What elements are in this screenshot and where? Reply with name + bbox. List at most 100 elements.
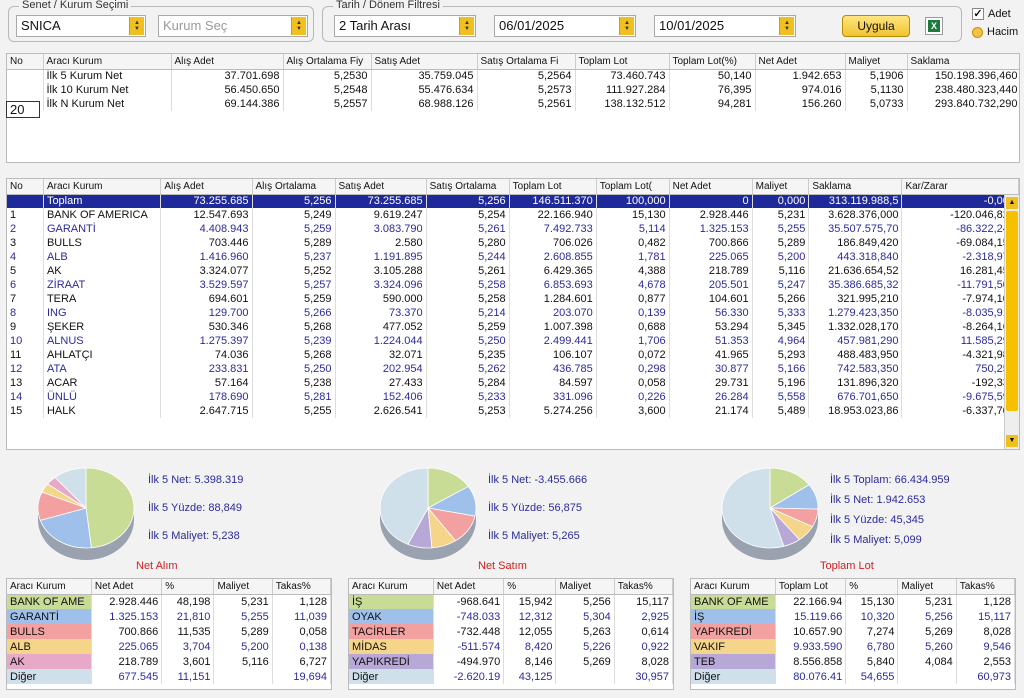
scroll-down-icon[interactable]: ▼ [1006,435,1018,447]
column-header[interactable]: Maliyet [752,179,810,195]
chevron-updown-icon[interactable]: ▲ ▼ [291,17,306,35]
table-row[interactable]: 8 ING 129.700 5,266 73.370 5,214 203.070 0,139 5… [7,306,1019,320]
column-header[interactable]: Takas% [614,579,674,595]
column-header[interactable]: % [845,579,899,595]
table-row[interactable]: BANK OF AME 22.166.94 15,130 5,231 1,128 [691,594,1016,609]
table-row[interactable]: 7 TERA 694.601 5,259 590.000 5,258 1.284.601 0,… [7,292,1019,306]
table-row[interactable]: 10 ALNUS 1.275.397 5,239 1.224.044 5,250 2.499… [7,334,1019,348]
column-header[interactable]: Aracı Kurum [43,179,162,195]
table-cell: 15,117 [614,594,674,609]
column-header[interactable]: Alış Adet [171,54,284,70]
scroll-thumb[interactable] [1006,211,1018,411]
column-header[interactable]: Maliyet [555,579,615,595]
table-row[interactable]: 3 BULLS 703.446 5,289 2.580 5,280 706.026 0,482… [7,236,1019,250]
table-row[interactable]: İŞ 15.119.66 10,320 5,256 15,117 [691,609,1016,624]
column-header[interactable]: Maliyet [897,579,957,595]
end-date-input[interactable]: 10/01/2025 ▲ ▼ [654,15,796,37]
column-header[interactable]: Toplam Lot [775,579,847,595]
table-row[interactable]: MİDAS -511.574 8,420 5,226 0,922 [349,639,674,654]
table-row[interactable]: İlk N Kurum Net 69.144.386 5,2557 68.988.12… [7,97,1019,111]
table-row[interactable]: Diğer 80.076.41 54,655 60,973 [691,669,1016,684]
apply-button[interactable]: Uygula [842,15,910,37]
table-row[interactable]: YAPIKREDİ -494.970 8,146 5,269 8,028 [349,654,674,669]
column-header[interactable]: Alış Ortalama [252,179,336,195]
scroll-up-icon[interactable]: ▲ [1006,197,1018,209]
excel-export-button[interactable]: X [925,17,943,35]
table-row[interactable]: 6 ZİRAAT 3.529.597 5,257 3.324.096 5,258 6.853… [7,278,1019,292]
table-row[interactable]: Diğer 677.545 11,151 19,694 [7,669,332,684]
column-header[interactable]: Kar/Zarar [901,179,1019,195]
column-header[interactable]: Net Adet [669,179,753,195]
column-header[interactable]: Net Adet [755,54,846,70]
table-row[interactable]: GARANTİ 1.325.153 21,810 5,255 11,039 [7,609,332,624]
column-header[interactable]: No [7,54,44,70]
chevron-updown-icon[interactable]: ▲ ▼ [129,17,144,35]
column-header[interactable]: No [7,179,44,195]
column-header[interactable]: Net Adet [433,579,505,595]
column-header[interactable]: Satış Ortalama Fi [477,54,576,70]
column-header[interactable]: Net Adet [91,579,163,595]
table-cell: 111.927.284 [575,83,670,97]
checkbox-checked-icon[interactable]: ✓ [972,8,984,20]
hacim-option[interactable]: Hacim [972,26,1018,38]
table-row[interactable]: OYAK -748.033 12,312 5,304 2,925 [349,609,674,624]
chevron-updown-icon[interactable]: ▲ ▼ [459,17,474,35]
period-select[interactable]: 2 Tarih Arası ▲ ▼ [334,15,476,37]
column-header[interactable]: Toplam Lot [575,54,670,70]
column-header[interactable]: Takas% [272,579,332,595]
column-header[interactable]: Aracı Kurum [7,579,92,595]
table-row[interactable]: ALB 225.065 3,704 5,200 0,138 [7,639,332,654]
column-header[interactable]: Satış Adet [335,179,427,195]
column-header[interactable]: Toplam Lot [509,179,597,195]
table-row[interactable]: TEB 8.556.858 5,840 4,084 2,553 [691,654,1016,669]
column-header[interactable]: % [161,579,215,595]
table-row[interactable]: Diğer -2.620.19 43,125 30,957 [349,669,674,684]
table-cell: 15,117 [956,609,1016,624]
table-row[interactable]: VAKIF 9.933.590 6,780 5,260 9,546 [691,639,1016,654]
table-row[interactable]: YAPIKREDİ 10.657.90 7,274 5,269 8,028 [691,624,1016,639]
column-header[interactable]: Saklama [808,179,903,195]
table-row[interactable]: İŞ -968.641 15,942 5,256 15,117 [349,594,674,609]
table-row[interactable]: BANK OF AME 2.928.446 48,198 5,231 1,128 [7,594,332,609]
table-row[interactable]: TACİRLER -732.448 12,055 5,263 0,614 [349,624,674,639]
column-header[interactable]: Satış Adet [371,54,478,70]
table-row[interactable]: 13 ACAR 57.164 5,238 27.433 5,284 84.597 0,058 2… [7,376,1019,390]
table-row[interactable]: 4 ALB 1.416.960 5,237 1.191.895 5,244 2.608.85… [7,250,1019,264]
table-row[interactable]: 15 HALK 2.647.715 5,255 2.626.541 5,253 5.274.… [7,404,1019,418]
n-count-input[interactable]: 20 [6,101,40,118]
table-row[interactable]: 9 ŞEKER 530.346 5,268 477.052 5,259 1.007.398 0… [7,320,1019,334]
column-header[interactable]: Takas% [956,579,1016,595]
column-header[interactable]: Maliyet [213,579,273,595]
adet-option[interactable]: ✓ Adet [972,8,1011,20]
table-row[interactable]: BULLS 700.866 11,535 5,289 0,058 [7,624,332,639]
chevron-updown-icon[interactable]: ▲ ▼ [619,17,634,35]
column-header[interactable]: Alış Ortalama Fiy [283,54,372,70]
column-header[interactable]: Aracı Kurum [43,54,172,70]
column-header[interactable]: % [503,579,557,595]
table-row[interactable]: 2 GARANTİ 4.408.943 5,259 3.083.790 5,261 7.49… [7,222,1019,236]
table-row[interactable]: AK 218.789 3,601 5,116 6,727 [7,654,332,669]
vertical-scrollbar[interactable]: ▲ ▼ [1004,195,1019,449]
table-row[interactable]: İlk 5 Kurum Net 37.701.698 5,2530 35.759.04… [7,69,1019,83]
column-header[interactable]: Toplam Lot(%) [669,54,756,70]
chevron-updown-icon[interactable]: ▲ ▼ [779,17,794,35]
senet-select[interactable]: SNICA ▲ ▼ [16,15,146,37]
column-header[interactable]: Aracı Kurum [691,579,776,595]
column-header[interactable]: Alış Adet [160,179,253,195]
table-row[interactable]: 11 AHLATÇI 74.036 5,268 32.071 5,235 106.107 0,… [7,348,1019,362]
table-row[interactable]: İlk 10 Kurum Net 56.450.650 5,2548 55.476.6… [7,83,1019,97]
table-cell: 30.877 [669,362,753,376]
kurum-select[interactable]: Kurum Seç ▲ ▼ [158,15,308,37]
radio-icon[interactable] [972,26,983,38]
table-row[interactable]: 12 ATA 233.831 5,250 202.954 5,262 436.785 0,29… [7,362,1019,376]
column-header[interactable]: Maliyet [845,54,908,70]
column-header[interactable]: Aracı Kurum [349,579,434,595]
table-row[interactable]: 5 AK 3.324.077 5,252 3.105.288 5,261 6.429.365… [7,264,1019,278]
table-row[interactable]: Toplam 73.255.685 5,256 73.255.685 5,256 146.… [7,194,1019,208]
table-row[interactable]: 1 BANK OF AMERICA 12.547.693 5,249 9.619.247… [7,208,1019,222]
column-header[interactable]: Satış Ortalama [426,179,510,195]
table-row[interactable]: 14 ÜNLÜ 178.690 5,281 152.406 5,233 331.096 0,2… [7,390,1019,404]
column-header[interactable]: Toplam Lot( [596,179,670,195]
start-date-input[interactable]: 06/01/2025 ▲ ▼ [494,15,636,37]
column-header[interactable]: Saklama [907,54,1019,70]
